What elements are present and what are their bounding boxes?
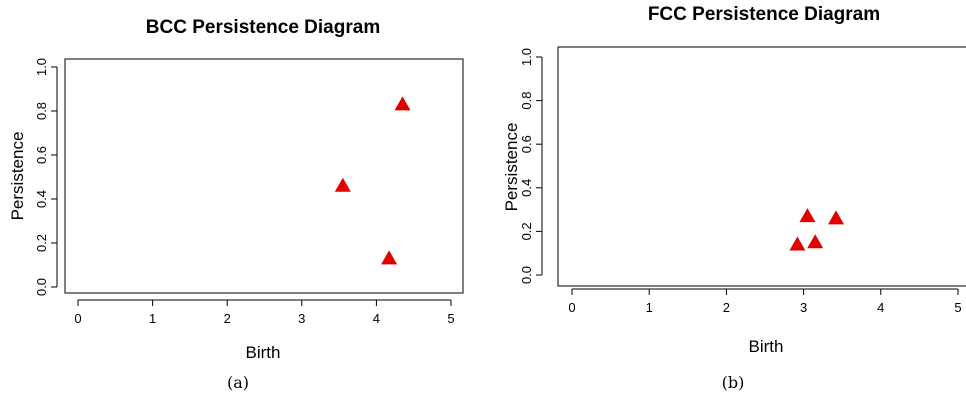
x-tick-label: 2 [723,300,730,315]
x-tick-label: 5 [447,311,454,326]
data-point-triangle [799,208,816,223]
data-point-triangle [789,236,806,251]
y-tick-label: 0.6 [34,146,49,164]
x-tick-label: 3 [298,311,305,326]
x-tick-label: 0 [568,300,575,315]
y-tick-label: 0.2 [519,222,534,240]
plot-frame [64,58,464,294]
x-tick-label: 1 [149,311,156,326]
y-tick-label: 1.0 [519,48,534,66]
data-point-triangle [394,96,411,111]
caption: (a) [227,373,249,392]
y-axis-label: Persistence [8,132,27,221]
x-tick-label: 3 [800,300,807,315]
caption: (b) [722,373,745,392]
y-axis: 0.0 0.2 0.4 0.6 0.8 1.0 [34,58,58,296]
chart-title: BCC Persistence Diagram [146,17,380,38]
y-tick-label: 0.0 [519,266,534,284]
x-tick-label: 4 [373,311,380,326]
chart-title: FCC Persistence Diagram [648,4,880,25]
data-points [334,96,411,265]
plot-frame [557,46,966,287]
y-tick-label: 0.4 [34,190,49,208]
y-tick-label: 0.8 [519,92,534,110]
x-tick-label: 4 [877,300,884,315]
y-tick-label: 0.2 [34,234,49,252]
y-axis-label: Persistence [502,123,521,212]
y-tick-label: 0.4 [519,179,534,197]
data-points [789,208,845,251]
bcc-chart: BCC Persistence Diagram 0 1 2 3 4 5 0.0 0.2 0.4… [8,17,464,392]
data-point-triangle [334,177,351,192]
y-axis: 0.0 0.2 0.4 0.6 0.8 1.0 [519,48,543,284]
x-tick-label: 0 [74,311,81,326]
x-axis: 0 1 2 3 4 5 [74,299,455,326]
x-axis-label: Birth [246,343,281,362]
x-tick-label: 1 [646,300,653,315]
y-tick-label: 0.6 [519,135,534,153]
data-point-triangle [828,210,845,225]
y-tick-label: 1.0 [34,58,49,76]
fcc-chart: FCC Persistence Diagram 0 1 2 3 4 5 0.0 0.2 0.4… [502,4,966,392]
x-axis-label: Birth [749,337,784,356]
y-tick-label: 0.0 [34,278,49,296]
x-tick-label: 5 [954,300,961,315]
y-tick-label: 0.8 [34,102,49,120]
x-axis: 0 1 2 3 4 5 [568,288,962,315]
x-tick-label: 2 [224,311,231,326]
data-point-triangle [381,250,398,265]
data-point-triangle [807,234,824,249]
